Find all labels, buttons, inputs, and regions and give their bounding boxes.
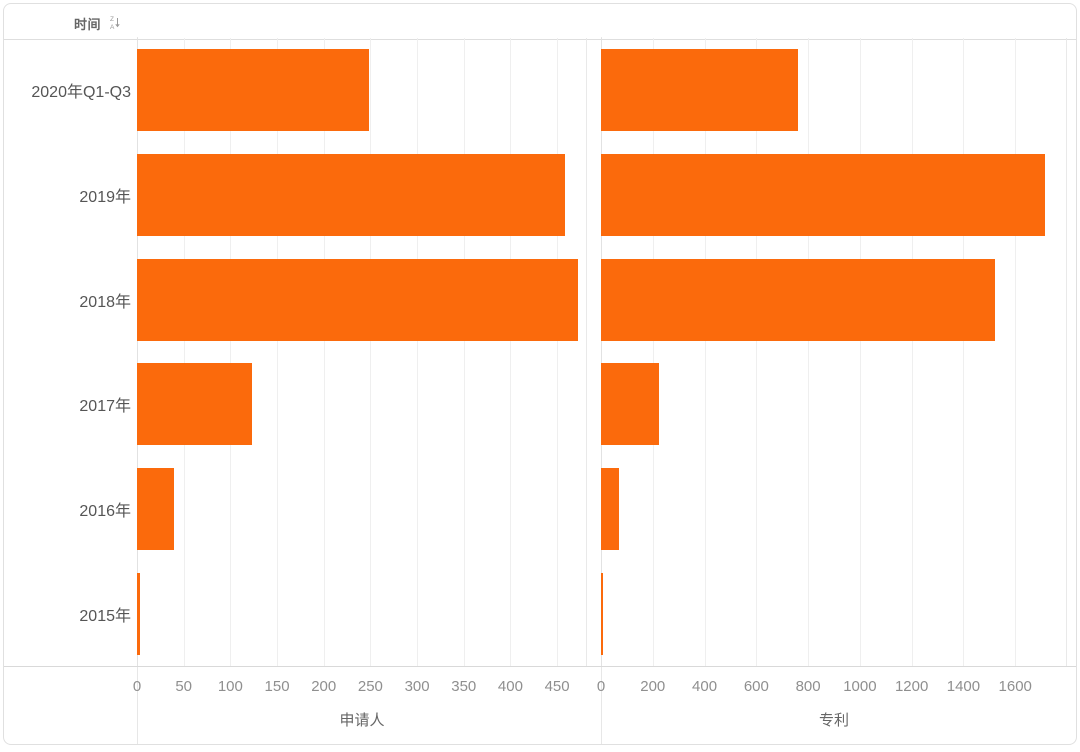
plot-patents xyxy=(601,38,1067,666)
gridline xyxy=(756,38,758,666)
category-axis: 2020年Q1-Q3 2019年 2018年 2017年 2016年 2015年 xyxy=(4,38,137,666)
x-tick-label: 350 xyxy=(451,678,477,695)
bar-专利-2019年[interactable] xyxy=(601,154,1045,236)
category-label: 2015年 xyxy=(79,607,131,625)
bar-专利-2016年[interactable] xyxy=(601,468,620,550)
gridline xyxy=(963,38,965,666)
gridline xyxy=(370,38,372,666)
x-tick-label: 100 xyxy=(217,678,243,695)
bar-申请人-2019年[interactable] xyxy=(137,154,565,236)
x-axis-line xyxy=(4,666,1076,667)
x-tick-label: 1200 xyxy=(894,678,929,695)
category-label: 2016年 xyxy=(79,503,131,520)
gridline xyxy=(230,38,232,666)
category-label: 2018年 xyxy=(79,293,131,311)
svg-text:A: A xyxy=(110,24,115,30)
gridline xyxy=(911,38,913,666)
gridline xyxy=(463,38,465,666)
plot-right-edge xyxy=(1066,38,1067,666)
bar-专利-2020年Q1-Q3[interactable] xyxy=(601,49,798,132)
x-axis-ticks-applicants: 0 50 100 150 200 250 300 350 400 450 xyxy=(133,667,587,707)
x-axis-title-applicants: 申请人 xyxy=(339,712,385,729)
x-tick-label: 600 xyxy=(743,678,769,695)
bar-申请人-2017年[interactable] xyxy=(137,363,252,446)
chart-header: 时间 Z A xyxy=(4,4,1076,40)
zero-axis-line xyxy=(137,38,138,666)
gridline xyxy=(808,38,810,666)
gridline xyxy=(417,38,419,666)
x-tick-label: 1400 xyxy=(946,678,981,695)
x-tick-label: 0 xyxy=(596,678,606,695)
x-tick-label: 1600 xyxy=(998,678,1032,695)
plot-right-edge xyxy=(586,38,587,666)
x-axis-title-patents: 专利 xyxy=(818,712,849,729)
bar-专利-2018年[interactable] xyxy=(601,258,995,341)
category-label: 2020年Q1-Q3 xyxy=(31,84,131,102)
svg-text:Z: Z xyxy=(110,16,114,23)
chart-card: 时间 Z A 2020年Q1-Q3 2019年 2018年 2017年 2016年 201… xyxy=(3,3,1077,745)
x-tick-label: 250 xyxy=(357,678,383,695)
bar-专利-2017年[interactable] xyxy=(601,363,660,446)
gridline xyxy=(704,38,706,666)
gridline xyxy=(323,38,325,666)
x-tick-label: 200 xyxy=(640,678,666,695)
x-tick-label: 1000 xyxy=(843,678,877,695)
gridline xyxy=(859,38,861,666)
zero-axis-line xyxy=(601,38,602,666)
category-label: 2017年 xyxy=(79,398,131,416)
bar-专利-2015年[interactable] xyxy=(601,572,603,655)
x-tick-label: 400 xyxy=(497,678,523,695)
bar-申请人-2020年Q1-Q3[interactable] xyxy=(137,49,369,132)
x-tick-label: 800 xyxy=(795,678,821,695)
x-tick-label: 300 xyxy=(404,678,430,695)
x-tick-label: 200 xyxy=(311,678,337,695)
bar-申请人-2015年[interactable] xyxy=(137,572,140,655)
sort-za-icon[interactable]: Z A xyxy=(110,15,120,30)
x-tick-label: 150 xyxy=(264,678,290,695)
x-axis-ticks-patents: 0 200 400 600 800 1000 1200 1400 1600 xyxy=(597,667,1067,707)
bar-申请人-2018年[interactable] xyxy=(137,258,578,341)
gridline xyxy=(510,38,512,666)
x-tick-label: 450 xyxy=(544,678,570,695)
category-label: 2019年 xyxy=(79,189,131,206)
gridline xyxy=(557,38,559,666)
row-dimension-label: 时间 xyxy=(74,17,102,32)
plot-applicants xyxy=(137,38,587,666)
x-tick-label: 50 xyxy=(175,678,193,695)
gridline xyxy=(1015,38,1017,666)
gridline xyxy=(277,38,279,666)
x-tick-label: 0 xyxy=(132,678,142,695)
bar-申请人-2016年[interactable] xyxy=(137,468,175,550)
gridline xyxy=(652,38,654,666)
gridline xyxy=(183,38,185,666)
x-tick-label: 400 xyxy=(692,678,718,695)
